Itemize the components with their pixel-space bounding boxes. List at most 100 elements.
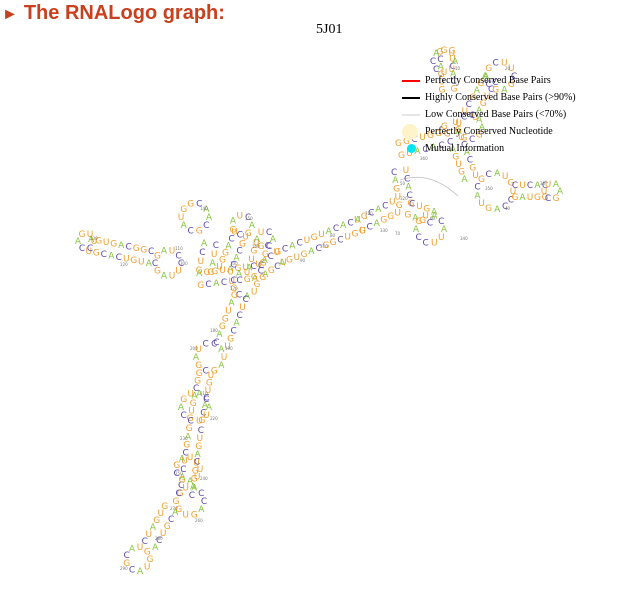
- position-label: 140: [200, 206, 208, 211]
- black-line-swatch: [402, 97, 420, 99]
- nucleotide: A: [202, 401, 209, 411]
- nucleotide: U: [242, 232, 249, 242]
- nucleotide: U: [178, 213, 185, 223]
- nucleotide: C: [228, 235, 234, 245]
- nucleotide: G: [231, 291, 238, 301]
- nucleotide: G: [196, 369, 203, 379]
- nucleotide: A: [431, 212, 438, 222]
- nucleotide: G: [154, 267, 161, 277]
- nucleotide: G: [190, 399, 197, 409]
- position-label: 350: [485, 186, 493, 191]
- nucleotide: G: [469, 163, 476, 173]
- nucleotide: C: [236, 311, 242, 321]
- nucleotide: U: [144, 563, 151, 573]
- nucleotide: C: [211, 340, 217, 350]
- nucleotide: G: [477, 79, 484, 89]
- nucleotide: U: [452, 118, 459, 128]
- nucleotide: A: [75, 237, 82, 247]
- nucleotide: G: [553, 194, 560, 204]
- nucleotide: U: [138, 257, 145, 267]
- nucleotide: U: [441, 68, 448, 78]
- nucleotide: A: [228, 299, 235, 309]
- nucleotide: A: [246, 263, 253, 273]
- nucleotide: G: [244, 275, 251, 285]
- nucleotide: U: [406, 149, 413, 159]
- nucleotide: U: [472, 171, 479, 181]
- nucleotide: U: [169, 271, 176, 281]
- nucleotide: G: [187, 414, 194, 424]
- nucleotide: U: [508, 64, 515, 74]
- nucleotide: G: [144, 547, 151, 557]
- nucleotide: A: [474, 191, 481, 201]
- nucleotide: C: [382, 201, 388, 211]
- nucleotide: U: [501, 59, 508, 69]
- nucleotide: G: [164, 522, 171, 532]
- nucleotide: C: [433, 65, 439, 75]
- nucleotide: A: [450, 70, 457, 80]
- nucleotide: G: [322, 241, 329, 251]
- nucleotide: U: [219, 266, 226, 276]
- nucleotide: A: [236, 270, 243, 280]
- nucleotide: G: [197, 281, 204, 291]
- nucleotide: U: [344, 232, 351, 242]
- nucleotide: C: [221, 278, 227, 288]
- position-label: 120: [120, 262, 128, 267]
- nucleotide: A: [249, 221, 256, 231]
- nucleotide: G: [311, 233, 318, 243]
- nucleotide: U: [187, 390, 194, 400]
- nucleotide: U: [304, 236, 311, 246]
- nucleotide: G: [435, 129, 442, 139]
- nucleotide: G: [250, 247, 257, 257]
- nucleotide: C: [492, 78, 498, 88]
- nucleotide: G: [93, 248, 100, 258]
- nucleotide: C: [450, 77, 456, 87]
- nucleotide: U: [197, 465, 204, 475]
- nucleotide: U: [455, 160, 462, 170]
- nucleotide: A: [206, 403, 213, 413]
- nucleotide: G: [259, 273, 266, 283]
- nucleotide: A: [244, 292, 251, 302]
- nucleotide: C: [250, 262, 256, 272]
- nucleotide: U: [211, 250, 218, 260]
- nucleotide: G: [262, 250, 269, 260]
- nucleotide: C: [203, 221, 209, 231]
- nucleotide: A: [203, 205, 210, 215]
- nucleotide: A: [553, 180, 560, 190]
- nucleotide: A: [225, 242, 232, 252]
- nucleotide: A: [433, 49, 440, 59]
- nucleotide: G: [211, 366, 218, 376]
- nucleotide: C: [416, 233, 422, 243]
- triangle-arrow-icon: ►: [2, 6, 18, 23]
- nucleotide: G: [194, 376, 201, 386]
- nucleotide: C: [347, 218, 353, 228]
- nucleotide: A: [161, 247, 168, 257]
- nucleotide: C: [236, 246, 242, 256]
- nucleotide: C: [493, 59, 499, 69]
- nucleotide: C: [423, 238, 429, 248]
- position-label: 270: [170, 506, 178, 511]
- grey-line-swatch: [402, 114, 420, 116]
- nucleotide: G: [419, 216, 426, 226]
- nucleotide: A: [230, 217, 237, 227]
- nucleotide: C: [148, 247, 154, 257]
- position-label: 370: [320, 244, 328, 249]
- nucleotide: A: [375, 205, 382, 215]
- nucleotide: C: [450, 62, 456, 72]
- nucleotide: C: [502, 202, 508, 212]
- nucleotide: U: [419, 133, 426, 143]
- nucleotide: U: [472, 113, 479, 123]
- nucleotide: U: [146, 530, 153, 540]
- nucleotide: C: [427, 219, 433, 229]
- nucleotide: U: [91, 237, 98, 247]
- nucleotide: G: [258, 242, 265, 252]
- nucleotide: U: [395, 193, 402, 203]
- nucleotide: U: [462, 107, 469, 117]
- nucleotide: U: [294, 253, 301, 263]
- nucleotide: C: [266, 242, 272, 252]
- nucleotide: A: [262, 270, 269, 280]
- red-line-swatch: [402, 80, 420, 82]
- position-label: 80: [330, 233, 336, 238]
- nucleotide: U: [394, 208, 401, 218]
- nucleotide: U: [182, 510, 189, 520]
- nucleotide: U: [253, 238, 260, 248]
